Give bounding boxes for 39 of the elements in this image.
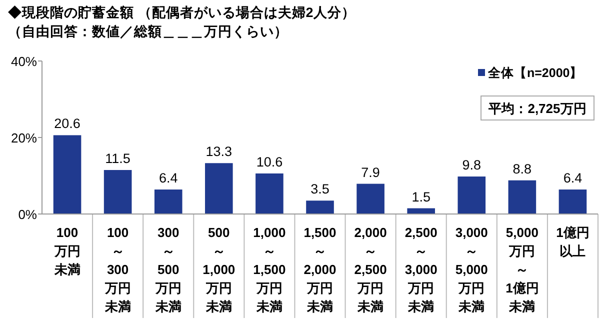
x-tick-label: 1億円以上 xyxy=(556,225,590,258)
bar xyxy=(558,190,587,214)
bar xyxy=(508,180,536,214)
y-tick-label: 40% xyxy=(10,54,38,69)
data-label: 3.5 xyxy=(310,182,330,197)
data-label: 7.9 xyxy=(361,164,380,180)
x-tick-label: 1,500～2,000万円未満 xyxy=(304,225,336,314)
bar xyxy=(154,190,182,214)
data-label: 6.4 xyxy=(158,170,178,186)
bar xyxy=(104,170,132,214)
bar xyxy=(53,135,82,214)
bar xyxy=(205,163,233,214)
x-tick-label: 3,000～5,000万円未満 xyxy=(455,225,488,314)
data-label: 6.4 xyxy=(563,170,583,186)
x-tick-label: 500～1,000万円未満 xyxy=(202,225,236,314)
annotation: 平均：2,725万円 xyxy=(488,101,586,116)
x-tick-label: 5,000万円～1億円未満 xyxy=(506,225,539,314)
data-label: 13.3 xyxy=(206,144,232,160)
data-label: 20.6 xyxy=(54,116,80,132)
data-label: 10.6 xyxy=(256,154,283,170)
bar xyxy=(356,184,384,214)
chart-subtitle: （自由回答：数値／総額＿＿＿万円くらい） xyxy=(8,23,288,39)
bar xyxy=(256,173,284,214)
data-label: 1.5 xyxy=(412,189,430,204)
y-tick-label: 20% xyxy=(10,130,38,146)
data-label: 11.5 xyxy=(105,151,130,166)
data-label: 8.8 xyxy=(512,161,532,176)
x-tick-label: 100～300万円未満 xyxy=(104,225,131,314)
x-tick-label: 2,500～3,000万円未満 xyxy=(404,225,438,314)
bar xyxy=(458,176,486,214)
chart-title: ◆現段階の貯蓄金額 （配偶者がいる場合は夫婦2人分） xyxy=(8,4,356,20)
bar xyxy=(306,200,334,214)
x-tick-label: 100万円未満 xyxy=(53,225,80,277)
x-tick-label: 1,000～1,500万円未満 xyxy=(253,225,286,314)
data-label: 9.8 xyxy=(462,158,482,173)
legend-label: 全体【n=2000】 xyxy=(487,65,583,80)
x-tick-label: 2,000～2,500万円未満 xyxy=(354,225,387,314)
y-tick-label: 0% xyxy=(18,207,38,222)
x-tick-label: 300～500万円未満 xyxy=(154,225,182,314)
